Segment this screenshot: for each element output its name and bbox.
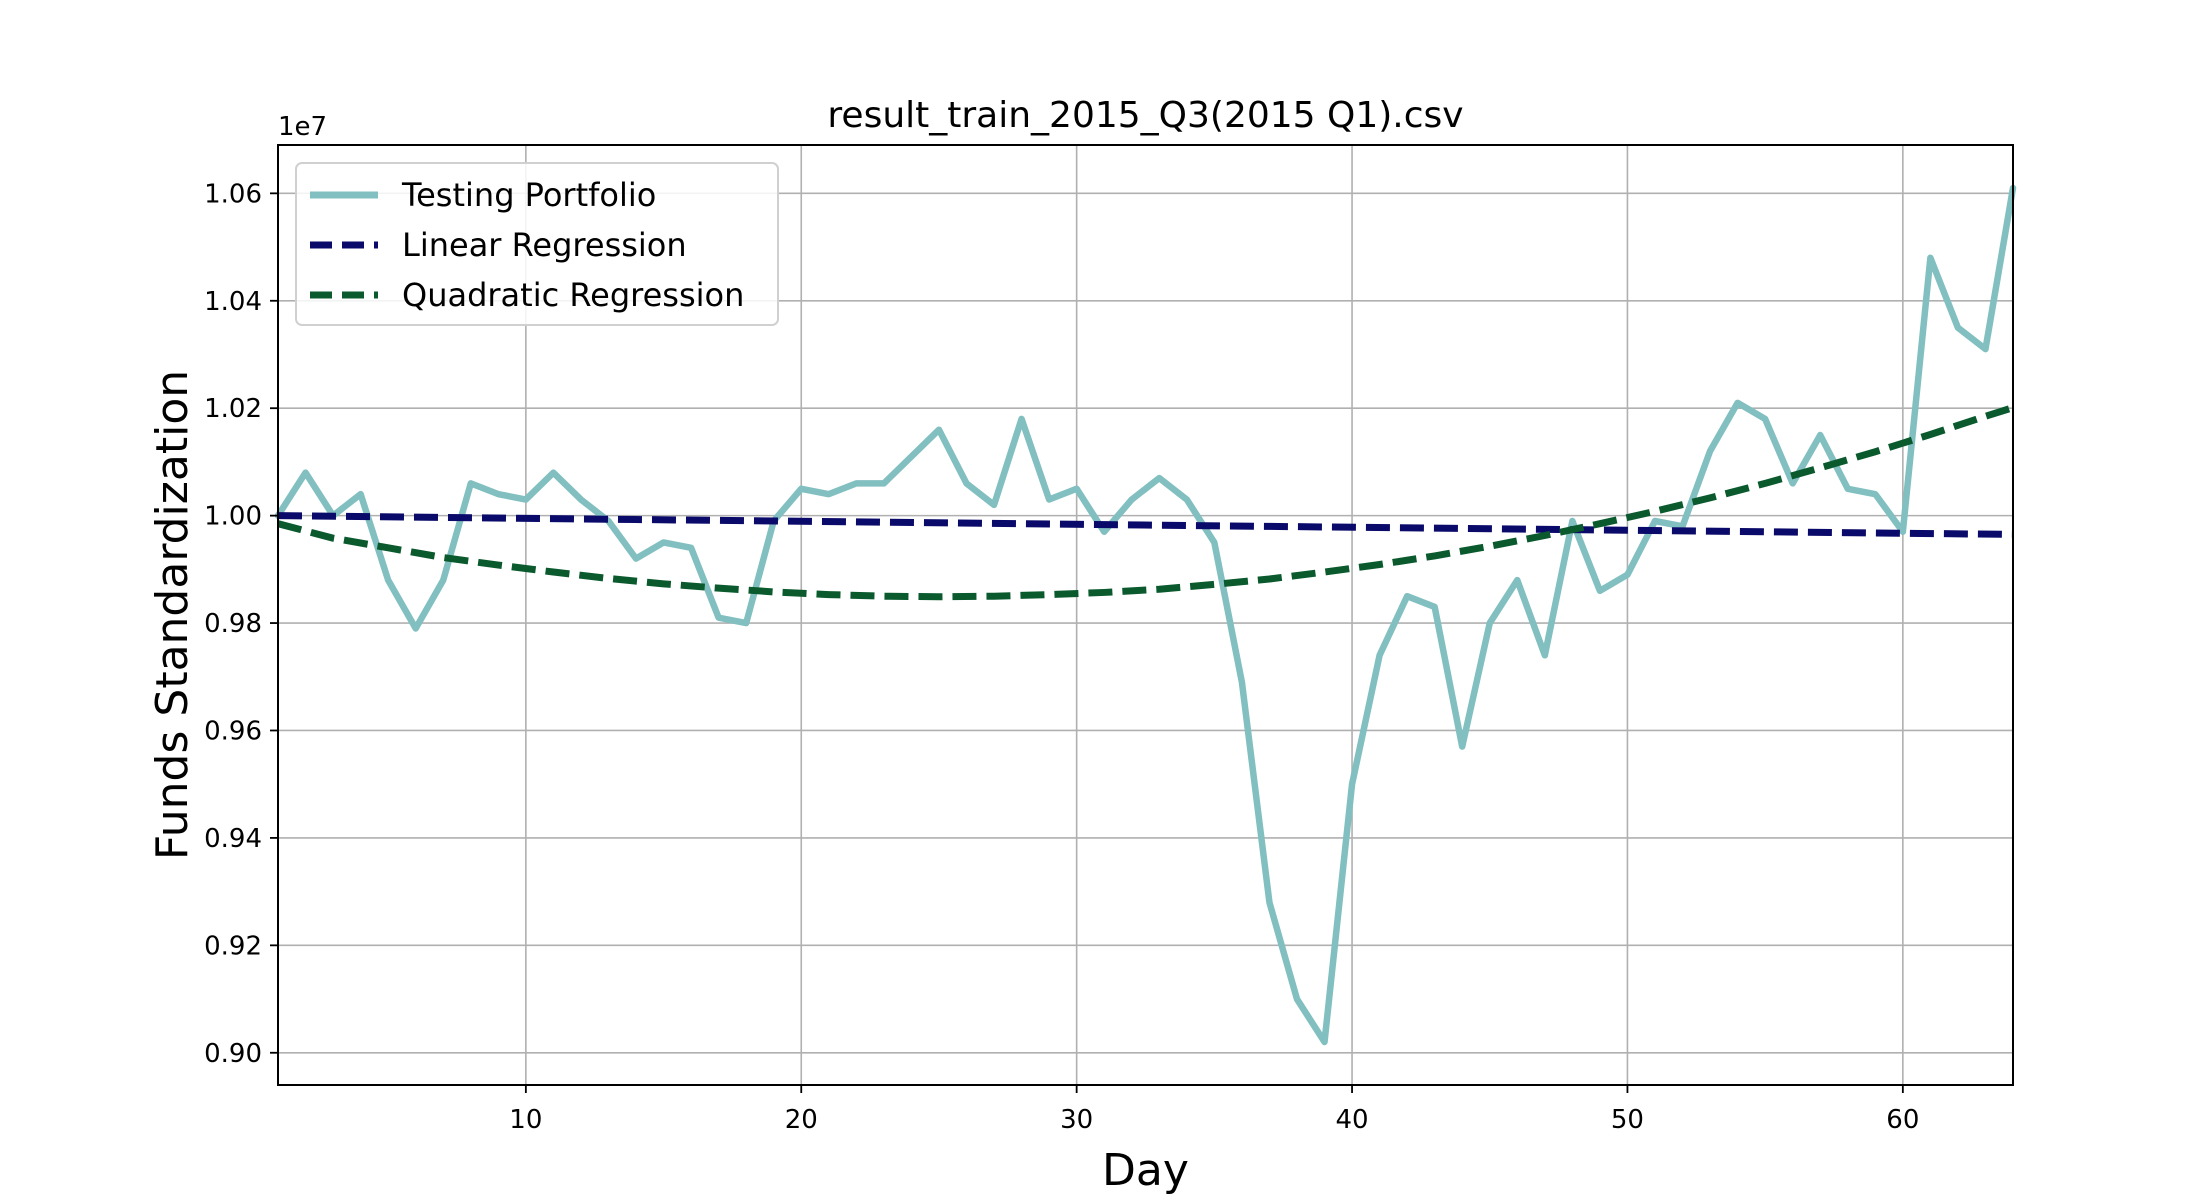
chart-title: result_train_2015_Q3(2015 Q1).csv [827,95,1463,136]
x-tick-label: 60 [1886,1105,1919,1135]
legend-box [295,162,779,326]
legend-label: Linear Regression [402,226,687,264]
series-line [274,184,2017,1046]
x-tick-label: 40 [1336,1105,1369,1135]
x-tick-label: 20 [785,1105,818,1135]
legend: Testing Portfolio Linear Regression Quadra… [295,162,779,326]
x-tick-label: 30 [1060,1105,1093,1135]
y-tick-label: 0.90 [204,1039,262,1069]
x-tick-label: 50 [1611,1105,1644,1135]
y-tick-label: 1.04 [204,287,262,317]
y-tick-label: 1.00 [204,502,262,532]
y-tick-label: 0.96 [204,716,262,746]
y-tick-label: 0.98 [204,609,262,639]
legend-label: Quadratic Regression [402,276,744,314]
y-tick-label: 1.06 [204,179,262,209]
y-tick-label: 0.92 [204,931,262,961]
series-layer [274,184,2017,1046]
tick-layer: 10 20 30 40 50 60 0.90 0.92 0.94 0.96 0.98 1.00 1.02… [204,179,1919,1135]
x-axis-title: Day [1102,1145,1189,1196]
legend-label: Testing Portfolio [401,176,656,214]
y-axis-title: Funds Standardization [147,370,198,860]
plot-frame [277,144,2014,1086]
series-line [277,512,2014,538]
y-tick-label: 1.02 [204,394,262,424]
grid [278,145,2013,1085]
y-axis-offset-label: 1e7 [278,112,327,142]
x-tick-label: 10 [509,1105,542,1135]
y-tick-label: 0.94 [204,824,262,854]
series-line [277,404,2015,601]
